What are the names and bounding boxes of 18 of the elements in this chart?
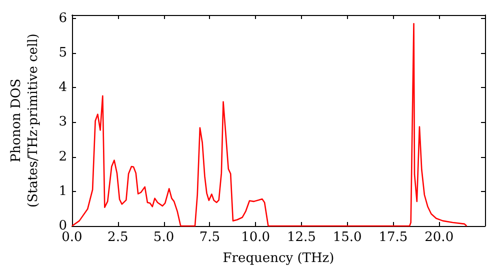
x-tick-label: 2.5 (108, 230, 128, 245)
y-tick-label: 3 (58, 114, 67, 130)
x-tick-label: 15.0 (332, 230, 362, 245)
y-tick-label: 2 (58, 149, 67, 164)
line-series (71, 23, 468, 227)
x-tick-label: 10.0 (241, 230, 270, 245)
x-tick-label: 5.0 (153, 230, 174, 245)
x-tick-label: 20.0 (424, 230, 454, 245)
x-tick-label: 12.5 (286, 230, 316, 245)
x-axis-title: Frequency (THz) (222, 251, 334, 266)
y-tick-label: 6 (58, 10, 67, 26)
x-tick-label: 7.5 (199, 230, 220, 245)
y-tick-label: 1 (58, 184, 67, 199)
x-tick-label: 17.5 (378, 230, 408, 245)
y-axis-title: Phonon DOS (States/THz·primitive cell) (9, 33, 41, 208)
y-tick-label: 5 (58, 46, 67, 61)
x-tick-label: 0.0 (62, 230, 82, 245)
y-tick-label: 4 (58, 80, 67, 96)
